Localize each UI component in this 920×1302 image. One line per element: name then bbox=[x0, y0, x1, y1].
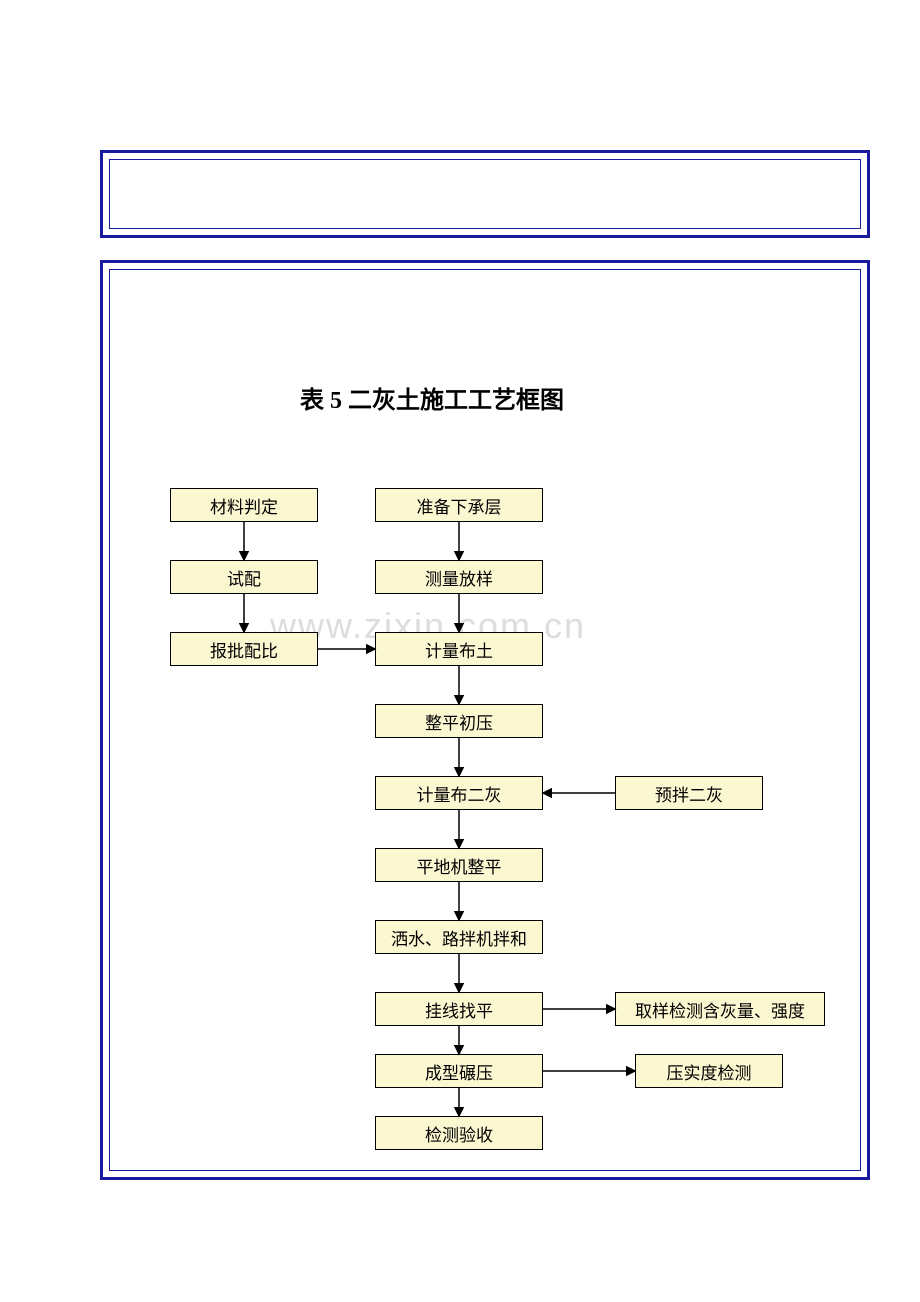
flowchart-node: 检测验收 bbox=[375, 1116, 543, 1150]
flowchart-node: 成型碾压 bbox=[375, 1054, 543, 1088]
flowchart-node: 计量布二灰 bbox=[375, 776, 543, 810]
flowchart-node: 测量放样 bbox=[375, 560, 543, 594]
chart-title: 表 5 二灰土施工工艺框图 bbox=[300, 380, 564, 415]
frame-inner bbox=[109, 159, 861, 229]
flowchart-node: 挂线找平 bbox=[375, 992, 543, 1026]
flowchart-node: 压实度检测 bbox=[635, 1054, 783, 1088]
flowchart-node: 整平初压 bbox=[375, 704, 543, 738]
flowchart-node: 预拌二灰 bbox=[615, 776, 763, 810]
flowchart-node: 洒水、路拌机拌和 bbox=[375, 920, 543, 954]
flowchart-node: 取样检测含灰量、强度 bbox=[615, 992, 825, 1026]
flowchart-node: 计量布土 bbox=[375, 632, 543, 666]
flowchart-node: 材料判定 bbox=[170, 488, 318, 522]
flowchart-node: 准备下承层 bbox=[375, 488, 543, 522]
flowchart-node: 报批配比 bbox=[170, 632, 318, 666]
flowchart-node: 平地机整平 bbox=[375, 848, 543, 882]
flowchart-node: 试配 bbox=[170, 560, 318, 594]
